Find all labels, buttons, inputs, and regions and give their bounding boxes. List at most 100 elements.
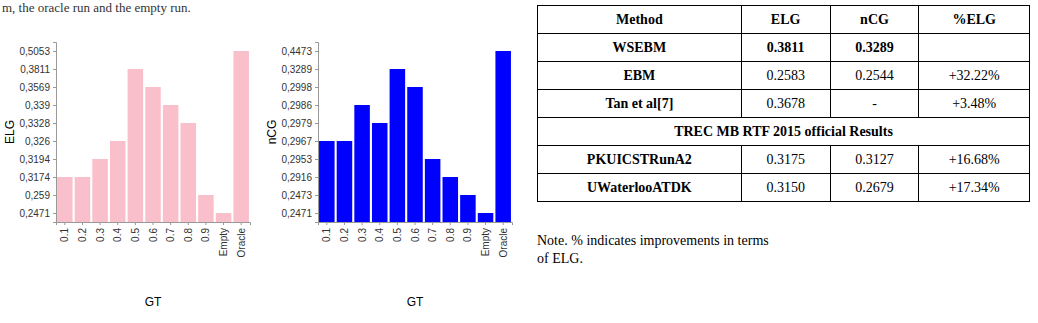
table-cell: 0.3150	[741, 174, 830, 202]
y-tick: 0,3811	[20, 64, 56, 75]
x-tick-label: 0.7	[165, 228, 176, 242]
y-tick-label: 0,3289	[281, 64, 312, 75]
bar	[128, 69, 144, 222]
y-axis-line	[315, 43, 319, 223]
y-tick: 0,2967	[281, 136, 318, 147]
table-cell: +3.48%	[919, 90, 1030, 118]
x-tick: 0.8	[445, 222, 456, 242]
y-tick-mark	[53, 51, 56, 52]
y-tick: 0,2953	[281, 154, 318, 165]
table-cell: 0.3678	[741, 90, 830, 118]
y-tick-mark	[315, 195, 318, 196]
y-tick: 0,339	[25, 100, 56, 111]
table-cell: 0.2679	[830, 174, 919, 202]
table-cell: +32.22%	[919, 62, 1030, 90]
bar	[319, 141, 335, 222]
y-tick-mark	[315, 87, 318, 88]
y-tick: 0,2986	[281, 100, 318, 111]
y-tick-label: 0,4473	[281, 46, 312, 57]
y-tick-mark	[315, 105, 318, 106]
bar	[57, 177, 73, 222]
x-tick: 0.3	[357, 222, 368, 242]
table-cell: 0.3289	[830, 34, 919, 62]
x-tick: 0.1	[321, 222, 332, 242]
y-tick-label: 0,2471	[19, 208, 50, 219]
y-tick: 0,2473	[281, 190, 318, 201]
x-tick-label: Empty	[218, 228, 229, 256]
table-cell: 0.3811	[741, 34, 830, 62]
y-tick-mark	[315, 159, 318, 160]
chart: 0,24710,2590,31740,31940,3260,33280,3390…	[3, 43, 250, 310]
x-axis: 0.10.20.30.40.50.60.70.80.9EmptyOracle	[57, 222, 251, 257]
y-tick-mark	[53, 123, 56, 124]
x-tick-label: 0.8	[445, 228, 456, 242]
results-table: MethodELGnCG%ELGWSEBM0.38110.3289EBM0.25…	[537, 5, 1030, 202]
x-tick-mark	[64, 222, 65, 225]
table-cell: 0.3127	[830, 146, 919, 174]
table-cell: +16.68%	[919, 146, 1030, 174]
bar	[495, 51, 511, 222]
x-tick: 0.8	[183, 222, 194, 242]
y-tick: 0,2998	[281, 82, 318, 93]
table-cell: 0.2544	[830, 62, 919, 90]
x-tick-label: 0.9	[462, 228, 473, 242]
x-tick-mark	[223, 222, 224, 225]
x-tick-mark	[485, 222, 486, 225]
x-tick-label: Empty	[480, 228, 491, 256]
x-tick: 0.6	[410, 222, 421, 242]
body-text: m, the oracle run and the empty run.	[2, 0, 191, 16]
y-tick-label: 0,259	[25, 190, 50, 201]
x-tick: 0.4	[374, 222, 385, 242]
y-tick-mark	[315, 51, 318, 52]
x-tick: Empty	[480, 222, 491, 256]
y-tick-label: 0,2471	[281, 208, 312, 219]
x-tick: 0.9	[462, 222, 473, 242]
y-tick-mark	[53, 195, 56, 196]
y-tick: 0,326	[25, 136, 56, 147]
y-axis-title: nCG	[265, 120, 279, 145]
y-axis: 0,24710,2590,31740,31940,3260,33280,3390…	[19, 43, 56, 223]
y-axis-line	[53, 43, 57, 223]
x-tick-label: 0.4	[374, 228, 385, 242]
note-line: Note. % indicates improvements in terms	[537, 232, 769, 250]
x-tick-mark	[415, 222, 416, 225]
y-tick-label: 0,339	[25, 100, 50, 111]
x-tick-label: 0.1	[321, 228, 332, 242]
y-tick-mark	[53, 213, 56, 214]
table-header-row: MethodELGnCG%ELG	[538, 6, 1030, 34]
x-tick-label: 0.6	[148, 228, 159, 242]
y-tick-mark	[53, 87, 56, 88]
x-axis-line	[319, 223, 513, 226]
x-tick: 0.3	[95, 222, 106, 242]
y-tick-mark	[53, 141, 56, 142]
bar	[75, 177, 91, 222]
y-tick: 0,3174	[19, 172, 56, 183]
x-tick-label: 0.4	[112, 228, 123, 242]
y-tick-mark	[53, 177, 56, 178]
x-tick-mark	[379, 222, 380, 225]
bars	[319, 51, 511, 222]
y-axis-title: ELG	[3, 120, 17, 144]
y-tick: 0,5053	[19, 46, 56, 57]
x-tick-label: Oracle	[498, 228, 509, 258]
x-tick-label: 0.1	[59, 228, 70, 242]
y-tick-label: 0,2967	[281, 136, 312, 147]
x-tick-mark	[100, 222, 101, 225]
bar	[460, 195, 476, 222]
chart: 0,24710,24730,29160,29530,29670,29790,29…	[265, 43, 512, 310]
table-cell: +17.34%	[919, 174, 1030, 202]
charts-svg: 0,24710,2590,31740,31940,3260,33280,3390…	[0, 0, 530, 323]
bar	[110, 141, 126, 222]
bar	[233, 51, 249, 222]
y-tick-mark	[315, 141, 318, 142]
x-tick: 0.7	[165, 222, 176, 242]
x-tick-mark	[344, 222, 345, 225]
x-tick-mark	[503, 222, 504, 225]
y-tick-label: 0,2998	[281, 82, 312, 93]
bar	[354, 105, 370, 222]
x-axis-line	[57, 223, 251, 226]
x-tick-mark	[170, 222, 171, 225]
table-cell: 0.3175	[741, 146, 830, 174]
x-tick: Empty	[218, 222, 229, 256]
table-row: UWaterlooATDK0.31500.2679+17.34%	[538, 174, 1030, 202]
